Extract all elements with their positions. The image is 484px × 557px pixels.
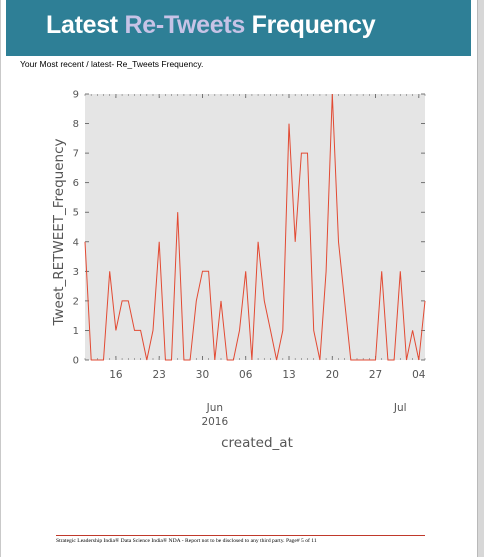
y-tick-label: 2 (73, 296, 79, 307)
y-tick-label: 1 (73, 326, 79, 337)
y-tick-label: 3 (73, 267, 79, 278)
x-tick-label: 13 (282, 369, 295, 381)
y-tick-label: 4 (73, 237, 79, 248)
y-tick-label: 0 (73, 356, 79, 367)
x-tick-label: 04 (412, 369, 426, 381)
y-axis-label: Tweet_RETWEET_Frequency (51, 138, 67, 326)
y-tick-label: 5 (73, 208, 79, 219)
page-left-border (0, 0, 1, 557)
x-tick-label: 20 (326, 369, 339, 381)
x-axis-label: created_at (221, 435, 293, 451)
x-tick-label: 30 (196, 369, 209, 381)
x-year-label: 2016 (201, 416, 228, 428)
section-subtitle: Your Most recent / latest- Re_Tweets Fre… (20, 59, 204, 69)
y-tick-label: 9 (73, 90, 79, 101)
title-accent: Re-Tweets (124, 10, 245, 39)
x-tick-label: 27 (369, 369, 382, 381)
plot-area (85, 94, 425, 360)
viewer-scrollbar[interactable] (477, 0, 484, 557)
x-tick-label: 16 (109, 369, 123, 381)
section-title: Latest Re-Tweets Frequency (46, 10, 376, 40)
x-month-label: Jun (206, 402, 223, 414)
footer-rule (56, 535, 425, 536)
title-part-2: Frequency (244, 10, 376, 39)
title-part-1: Latest (46, 10, 125, 39)
section-header-banner: Latest Re-Tweets Frequency (6, 0, 471, 56)
page-footer: Strategic Leadership India® Data Science… (56, 538, 317, 544)
x-tick-label: 06 (239, 369, 253, 381)
y-tick-label: 8 (73, 119, 79, 130)
series-line-0 (84, 93, 426, 361)
x-tick-label: 23 (152, 369, 165, 381)
y-tick-label: 6 (73, 178, 79, 189)
x-month-label: Jul (393, 402, 407, 414)
y-tick-label: 7 (73, 149, 79, 160)
